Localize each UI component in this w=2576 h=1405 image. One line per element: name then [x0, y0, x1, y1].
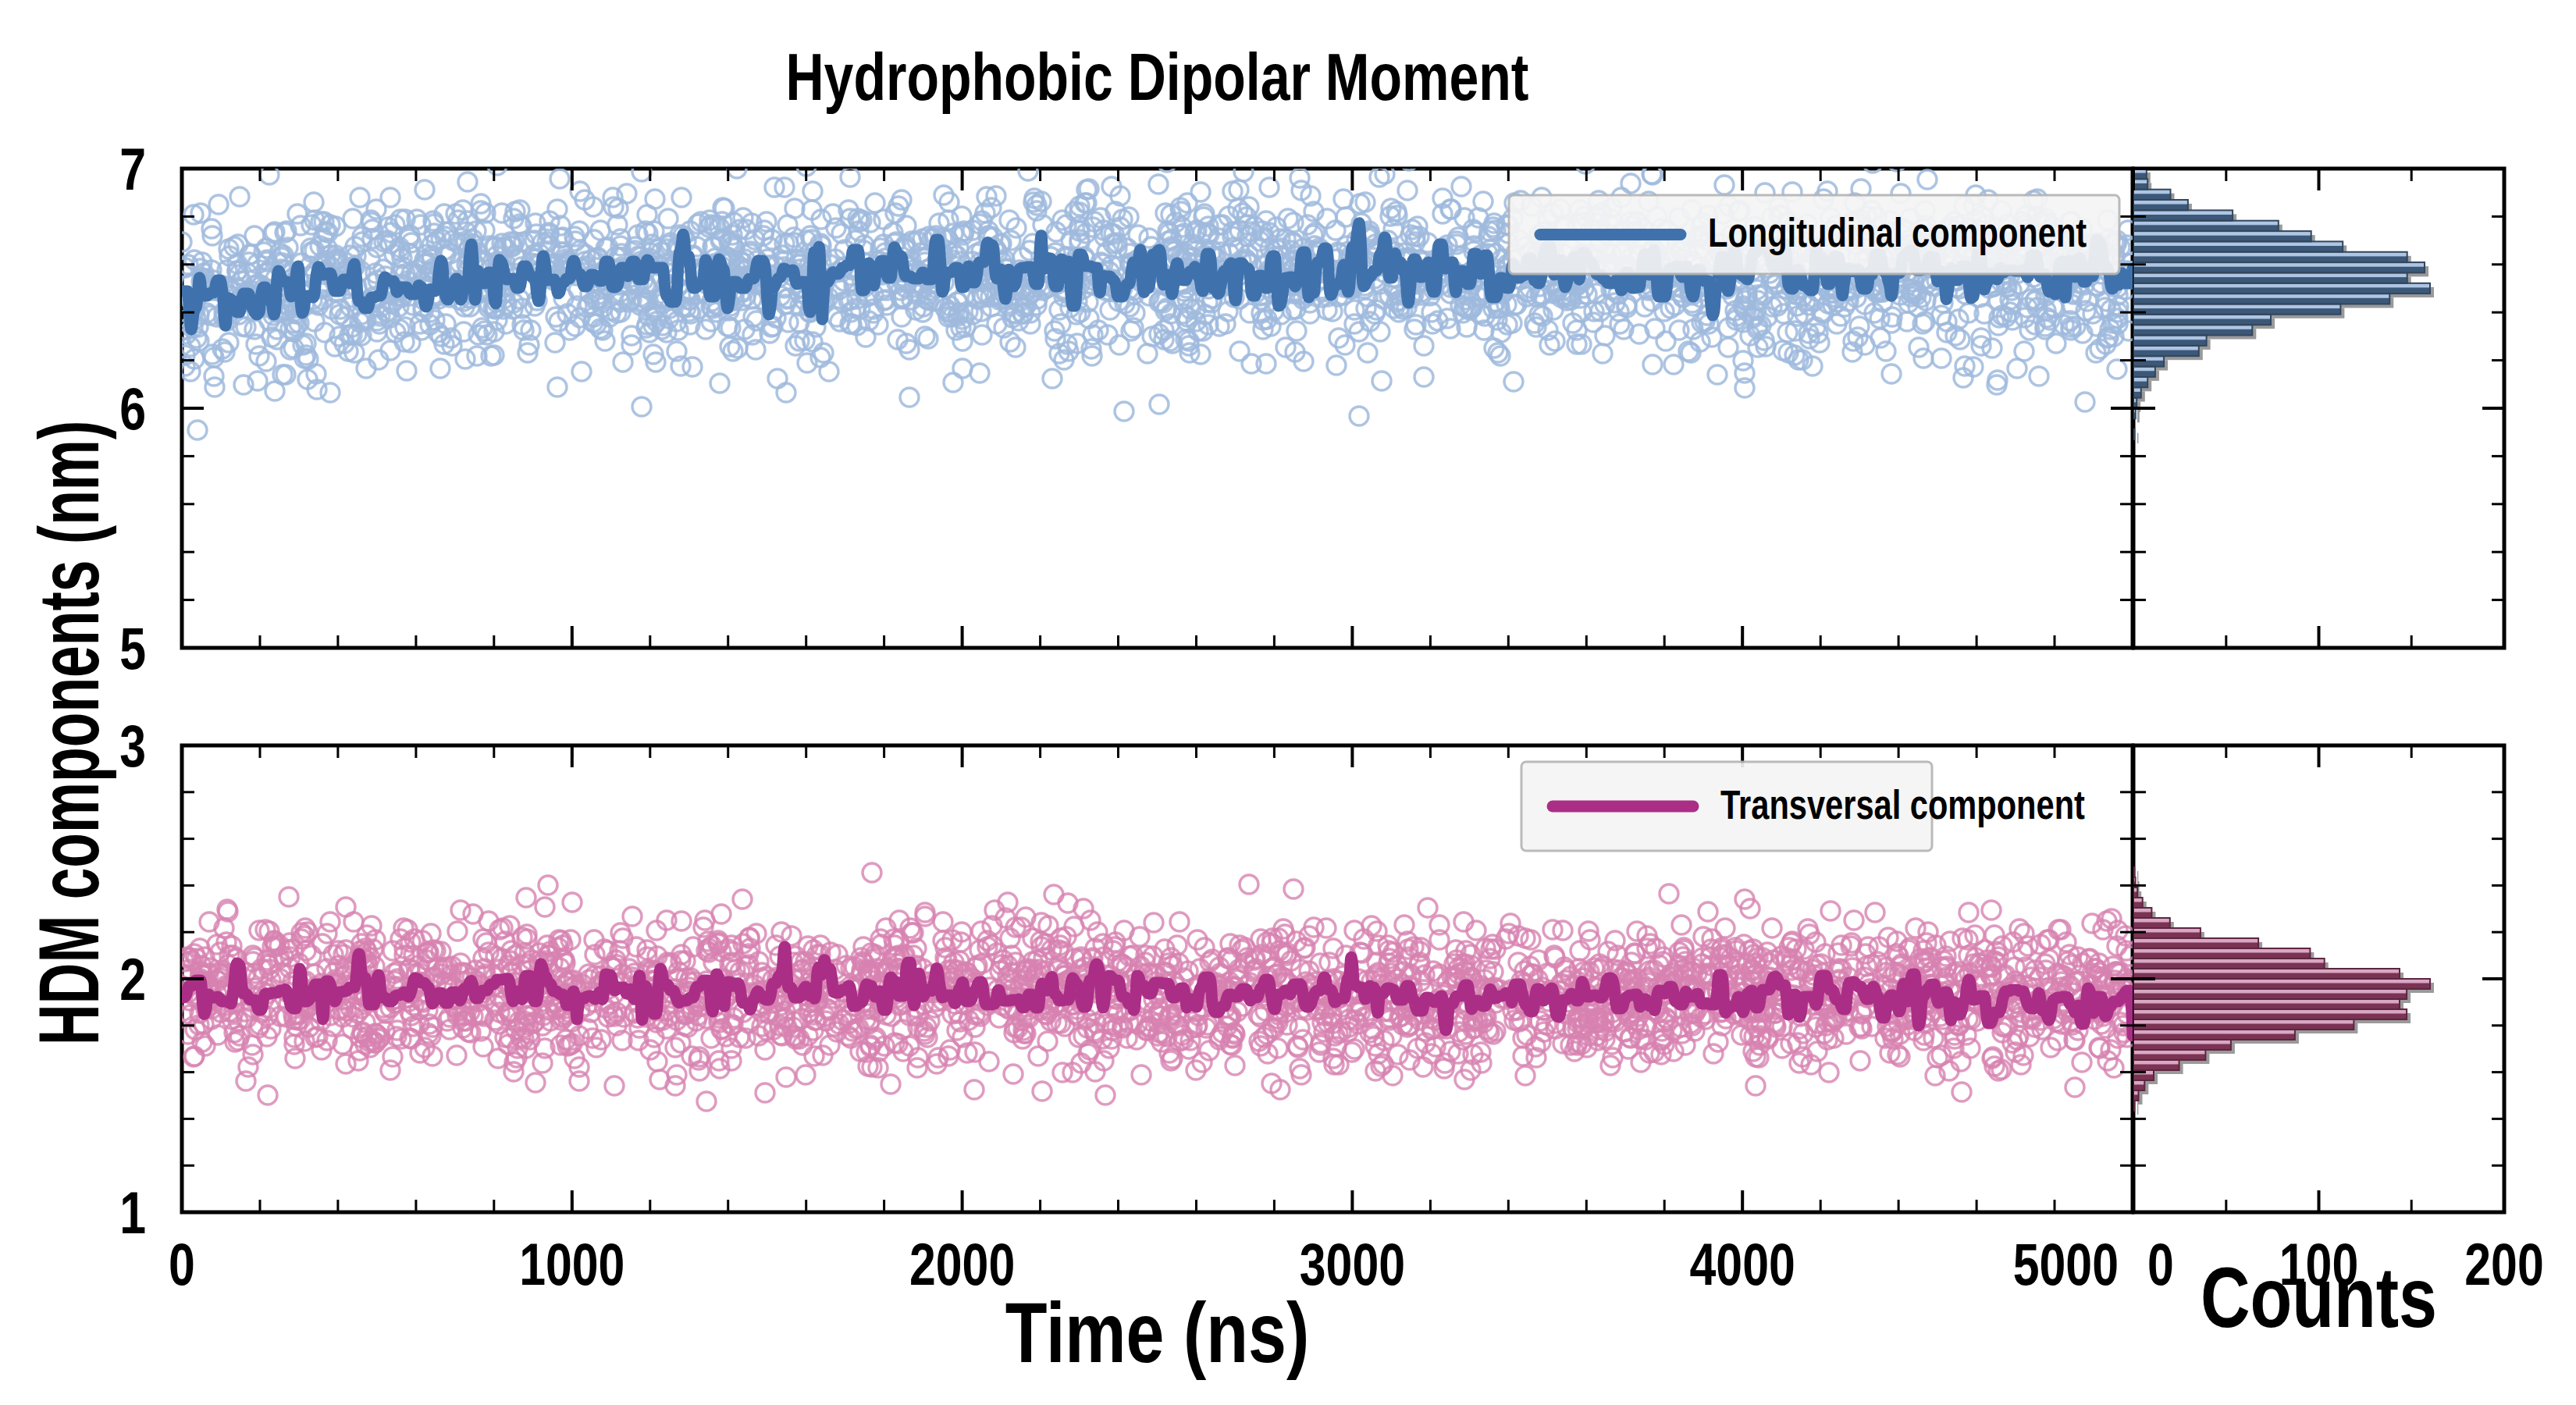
svg-text:2000: 2000: [909, 1231, 1015, 1297]
svg-text:5: 5: [119, 616, 146, 682]
svg-text:3000: 3000: [1300, 1231, 1405, 1297]
svg-text:1000: 1000: [519, 1231, 624, 1297]
svg-text:Counts: Counts: [2201, 1250, 2437, 1346]
svg-text:HDM components (nm): HDM components (nm): [20, 421, 117, 1046]
svg-text:Transversal component: Transversal component: [1720, 782, 2085, 828]
svg-text:Hydrophobic Dipolar Moment: Hydrophobic Dipolar Moment: [786, 40, 1529, 114]
svg-text:4000: 4000: [1690, 1231, 1795, 1297]
svg-text:1: 1: [119, 1180, 146, 1247]
svg-text:0: 0: [169, 1231, 195, 1297]
svg-text:Longitudinal component: Longitudinal component: [1708, 210, 2087, 256]
svg-text:2: 2: [119, 947, 146, 1013]
svg-text:6: 6: [119, 376, 146, 443]
svg-text:5000: 5000: [2013, 1231, 2119, 1297]
svg-text:Time (ns): Time (ns): [1005, 1285, 1310, 1381]
svg-text:200: 200: [2464, 1231, 2543, 1297]
svg-text:3: 3: [119, 713, 146, 780]
svg-text:7: 7: [119, 137, 146, 203]
svg-text:0: 0: [2147, 1231, 2174, 1297]
